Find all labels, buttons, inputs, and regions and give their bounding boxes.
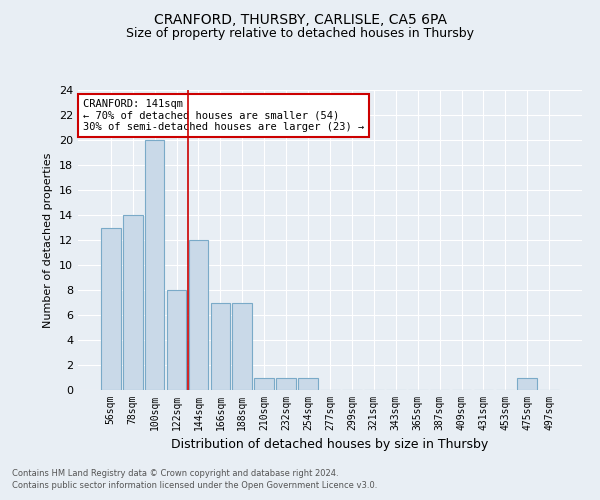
Bar [145, 140, 164, 390]
Text: Size of property relative to detached houses in Thursby: Size of property relative to detached ho… [126, 28, 474, 40]
Bar [123, 215, 143, 390]
Bar [298, 378, 318, 390]
Y-axis label: Number of detached properties: Number of detached properties [43, 152, 53, 328]
Bar [188, 240, 208, 390]
Bar [101, 228, 121, 390]
Text: Contains public sector information licensed under the Open Government Licence v3: Contains public sector information licen… [12, 481, 377, 490]
Text: CRANFORD: 141sqm
← 70% of detached houses are smaller (54)
30% of semi-detached : CRANFORD: 141sqm ← 70% of detached house… [83, 99, 364, 132]
Bar [254, 378, 274, 390]
Bar [211, 302, 230, 390]
Bar [232, 302, 252, 390]
Bar [167, 290, 187, 390]
Text: CRANFORD, THURSBY, CARLISLE, CA5 6PA: CRANFORD, THURSBY, CARLISLE, CA5 6PA [154, 12, 446, 26]
Bar [276, 378, 296, 390]
Bar [517, 378, 537, 390]
Text: Contains HM Land Registry data © Crown copyright and database right 2024.: Contains HM Land Registry data © Crown c… [12, 468, 338, 477]
X-axis label: Distribution of detached houses by size in Thursby: Distribution of detached houses by size … [172, 438, 488, 452]
